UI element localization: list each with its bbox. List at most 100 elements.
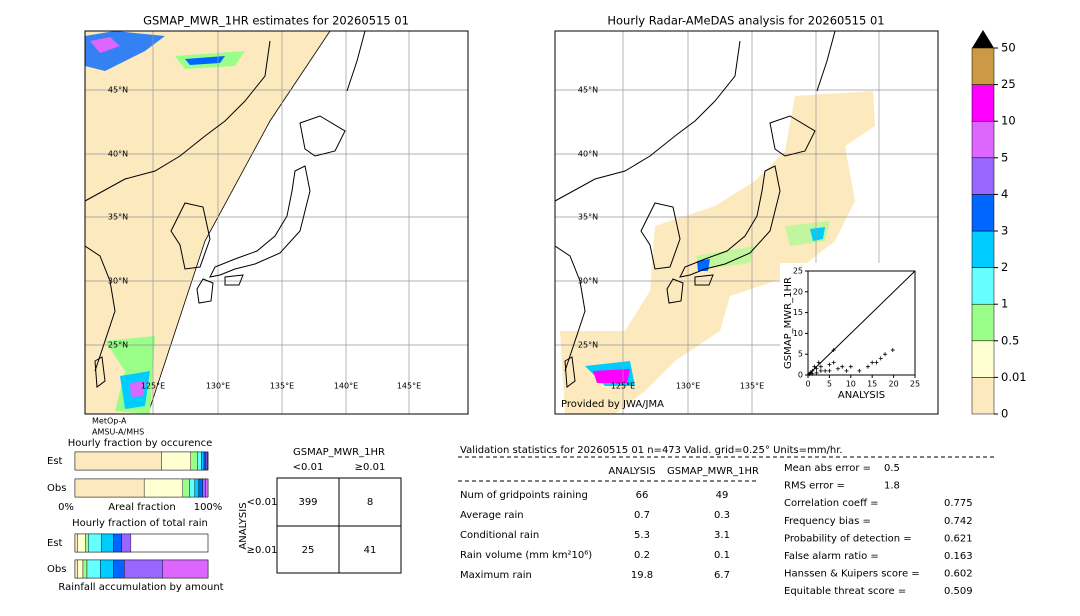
scatter-point xyxy=(831,360,836,365)
cell: 399 xyxy=(298,497,317,508)
y-axis-label: GSMAP_MWR_1HR xyxy=(783,277,794,369)
fraction-segment xyxy=(197,451,202,471)
score-label: Equitable threat score = xyxy=(784,586,906,597)
colorbar-bin xyxy=(971,84,995,122)
stats-label: Average rain xyxy=(460,510,524,521)
scatter-point xyxy=(848,364,853,369)
fraction-segment xyxy=(77,559,84,579)
table-title: GSMAP_MWR_1HR xyxy=(293,447,385,458)
fraction-segment xyxy=(121,533,132,553)
credit: Provided by JWA/JMA xyxy=(561,399,664,410)
y-tick-label: 5 xyxy=(798,350,803,359)
stats-label: Num of gridpoints raining xyxy=(460,490,588,501)
score-value: 0.5 xyxy=(884,463,900,474)
map-title: GSMAP_MWR_1HR estimates for 20260515 01 xyxy=(143,14,409,28)
fraction-segment xyxy=(201,451,205,471)
panel-title: Hourly fraction of total rain xyxy=(72,518,208,529)
fraction-segment xyxy=(74,451,162,471)
scatter-point xyxy=(831,348,836,353)
colorbar-bin xyxy=(971,47,995,85)
stats-value: 3.1 xyxy=(714,530,730,541)
stats-value: 0.3 xyxy=(714,510,730,521)
row-label: Obs xyxy=(47,483,66,494)
axis-label: Areal fraction xyxy=(108,502,175,513)
score-label: False alarm ratio = xyxy=(784,551,879,562)
score-value: 0.775 xyxy=(944,498,973,509)
score-value: 1.8 xyxy=(884,481,900,492)
stats-label: Maximum rain xyxy=(460,570,532,581)
colorbar-label: 0 xyxy=(1001,407,1008,421)
stats-value: 5.3 xyxy=(634,530,650,541)
scatter-point xyxy=(870,360,875,365)
lat-label: 35°N xyxy=(108,213,128,222)
fraction-segment xyxy=(74,559,78,579)
colorbar-label: 3 xyxy=(1001,224,1008,238)
map-title: Hourly Radar-AMeDAS analysis for 2026051… xyxy=(607,14,884,28)
row-label: Est xyxy=(47,538,63,549)
scatter-point xyxy=(878,356,883,361)
colorbar-label: 0.5 xyxy=(1001,333,1019,347)
lat-label: 30°N xyxy=(578,277,598,286)
lon-label: 130°E xyxy=(676,382,700,391)
score-label: RMS error = xyxy=(784,481,845,492)
scatter-point xyxy=(857,368,862,373)
score-value: 0.602 xyxy=(944,569,973,580)
fraction-segment xyxy=(100,559,114,579)
y-tick-label: 15 xyxy=(793,308,803,317)
lat-label: 35°N xyxy=(578,213,598,222)
fraction-segment xyxy=(162,559,209,579)
stats-value: 19.8 xyxy=(631,570,653,581)
y-tick-label: 20 xyxy=(793,287,803,296)
x-tick-label: 20 xyxy=(889,380,899,389)
row-label: Est xyxy=(47,456,63,467)
fraction-segment xyxy=(207,451,209,471)
scatter-point xyxy=(827,368,832,373)
fraction-segment xyxy=(74,533,78,553)
col-label: ≥0.01 xyxy=(355,462,386,473)
fraction-segment xyxy=(202,478,206,498)
scatter-point xyxy=(840,364,845,369)
row-label: <0.01 xyxy=(247,497,278,508)
score-label: Correlation coeff = xyxy=(784,498,879,509)
colorbar-label: 1 xyxy=(1001,297,1008,311)
scatter-point xyxy=(827,362,832,367)
score-label: Frequency bias = xyxy=(784,516,871,527)
axis-right: 100% xyxy=(194,502,223,513)
fraction-segment xyxy=(82,559,88,579)
colorbar-bin xyxy=(971,120,995,159)
colorbar-bin xyxy=(971,340,995,378)
lon-label: 130°E xyxy=(206,382,230,391)
x-tick-label: 0 xyxy=(805,380,810,389)
left-map xyxy=(84,30,469,415)
stats-header: Validation statistics for 20260515 01 n=… xyxy=(460,445,843,456)
colorbar-bin xyxy=(971,267,995,305)
scatter-point xyxy=(810,368,815,373)
scatter-point xyxy=(874,360,879,365)
scatter-point xyxy=(823,368,828,373)
stats-value: 6.7 xyxy=(714,570,730,581)
colorbar-bin xyxy=(971,303,995,342)
colorbar-label: 25 xyxy=(1001,77,1016,91)
fraction-segment xyxy=(86,559,101,579)
stats-value: 0.1 xyxy=(714,550,730,561)
colorbar-label: 10 xyxy=(1001,114,1016,128)
score-label: Mean abs error = xyxy=(784,463,871,474)
x-axis-label: ANALYSIS xyxy=(838,390,885,401)
colorbar-extend xyxy=(972,30,994,48)
stats-column: ANALYSIS xyxy=(608,466,655,477)
lon-label: 135°E xyxy=(270,382,294,391)
colorbar-bin xyxy=(971,377,995,415)
scatter-point xyxy=(818,368,823,373)
lon-label: 145°E xyxy=(397,382,421,391)
satellite-label: MetOp-A xyxy=(92,417,127,426)
axis-left: 0% xyxy=(58,502,74,513)
lat-label: 40°N xyxy=(108,150,128,159)
row-label: Obs xyxy=(47,564,66,575)
stats-value: 0.7 xyxy=(634,510,650,521)
fraction-segment xyxy=(77,533,86,553)
scatter-point xyxy=(808,370,813,375)
cell: 8 xyxy=(367,497,373,508)
fraction-segment xyxy=(161,451,191,471)
score-value: 0.621 xyxy=(944,533,973,544)
fraction-segment xyxy=(190,451,198,471)
